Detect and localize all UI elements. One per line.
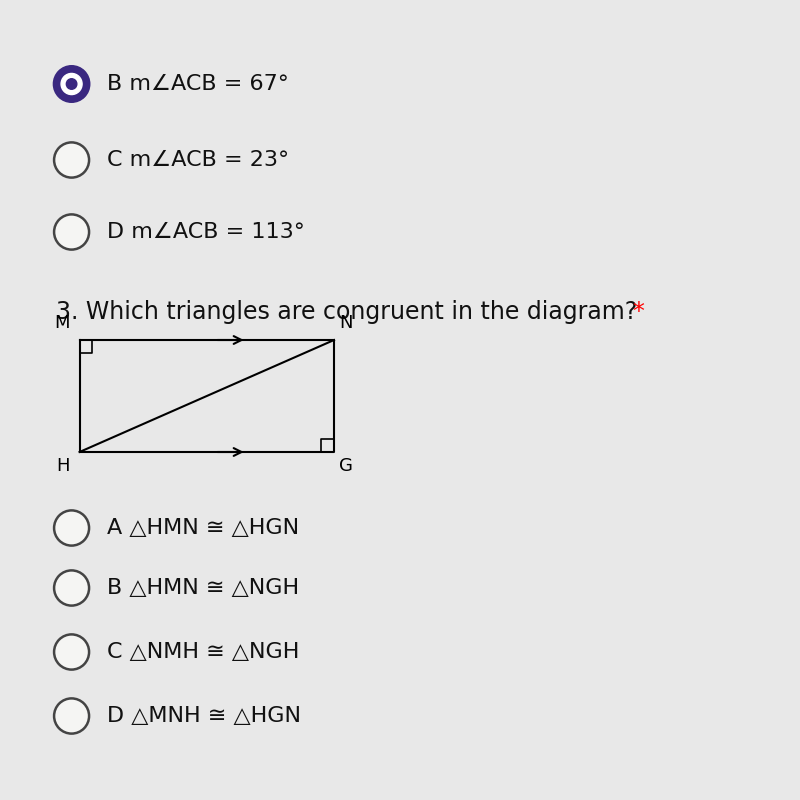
Circle shape — [54, 142, 89, 178]
Text: M: M — [54, 314, 70, 332]
Circle shape — [66, 78, 77, 90]
Text: A △HMN ≅ △HGN: A △HMN ≅ △HGN — [107, 518, 299, 538]
Text: B m∠ACB = 67°: B m∠ACB = 67° — [107, 74, 290, 94]
Text: G: G — [339, 457, 353, 475]
Text: C m∠ACB = 23°: C m∠ACB = 23° — [107, 150, 290, 170]
Text: H: H — [57, 457, 70, 475]
Text: *: * — [632, 300, 644, 324]
Circle shape — [54, 66, 89, 102]
Text: D △MNH ≅ △HGN: D △MNH ≅ △HGN — [107, 706, 302, 726]
Circle shape — [54, 214, 89, 250]
Circle shape — [54, 570, 89, 606]
Text: N: N — [339, 314, 352, 332]
Circle shape — [54, 698, 89, 734]
Circle shape — [61, 74, 82, 94]
Text: B △HMN ≅ △NGH: B △HMN ≅ △NGH — [107, 578, 299, 598]
Text: D m∠ACB = 113°: D m∠ACB = 113° — [107, 222, 306, 242]
Text: C △NMH ≅ △NGH: C △NMH ≅ △NGH — [107, 642, 300, 662]
Circle shape — [54, 510, 89, 546]
Circle shape — [54, 634, 89, 670]
Text: 3. Which triangles are congruent in the diagram?: 3. Which triangles are congruent in the … — [56, 300, 637, 324]
